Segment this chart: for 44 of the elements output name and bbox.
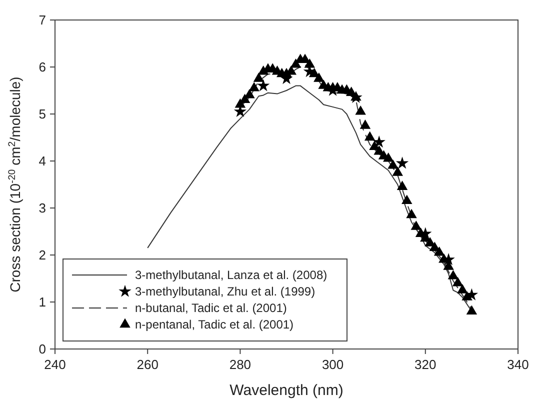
point <box>355 105 366 115</box>
legend-label: n-butanal, Tadic et al. (2001) <box>135 301 287 316</box>
point <box>382 152 394 162</box>
point <box>457 284 468 294</box>
point <box>434 246 445 256</box>
point <box>396 156 409 169</box>
legend-label: 3-methylbutanal, Zhu et al. (1999) <box>135 284 316 299</box>
point <box>360 120 371 129</box>
point <box>392 166 403 176</box>
point <box>290 58 302 68</box>
point <box>314 72 324 82</box>
point <box>465 288 478 300</box>
x-tick-label: 260 <box>136 357 158 372</box>
y-tick-label: 3 <box>38 200 46 216</box>
x-tick-label: 340 <box>507 357 529 372</box>
y-tick-label: 0 <box>38 342 46 357</box>
point <box>304 58 316 68</box>
point <box>248 82 260 92</box>
y-tick-label: 7 <box>38 12 46 28</box>
x-tick-label: 300 <box>322 357 344 372</box>
point <box>452 276 464 286</box>
point <box>244 88 255 98</box>
x-tick-label: 280 <box>229 357 252 372</box>
point <box>257 79 270 92</box>
legend-label: 3-methylbutanal, Lanza et al. (2008) <box>135 268 328 282</box>
point <box>448 270 459 280</box>
y-tick-label: 4 <box>38 154 46 169</box>
point <box>406 208 417 218</box>
point <box>388 159 398 169</box>
point <box>410 220 422 230</box>
point <box>364 131 376 141</box>
y-tick-label: 6 <box>38 60 46 75</box>
y-tick-label: 1 <box>38 294 46 310</box>
y-tick-label: 5 <box>38 106 46 122</box>
point <box>372 136 386 148</box>
y-tick-label: 2 <box>38 248 46 263</box>
legend-label: n-pentanal, Tadic et al. (2001) <box>135 318 294 332</box>
point <box>466 305 478 314</box>
x-tick-label: 320 <box>414 357 436 372</box>
x-axis-title: Wavelength (nm) <box>230 382 344 399</box>
point <box>396 180 408 190</box>
point <box>402 194 412 204</box>
x-tick-label: 240 <box>44 357 66 372</box>
point <box>253 72 264 82</box>
